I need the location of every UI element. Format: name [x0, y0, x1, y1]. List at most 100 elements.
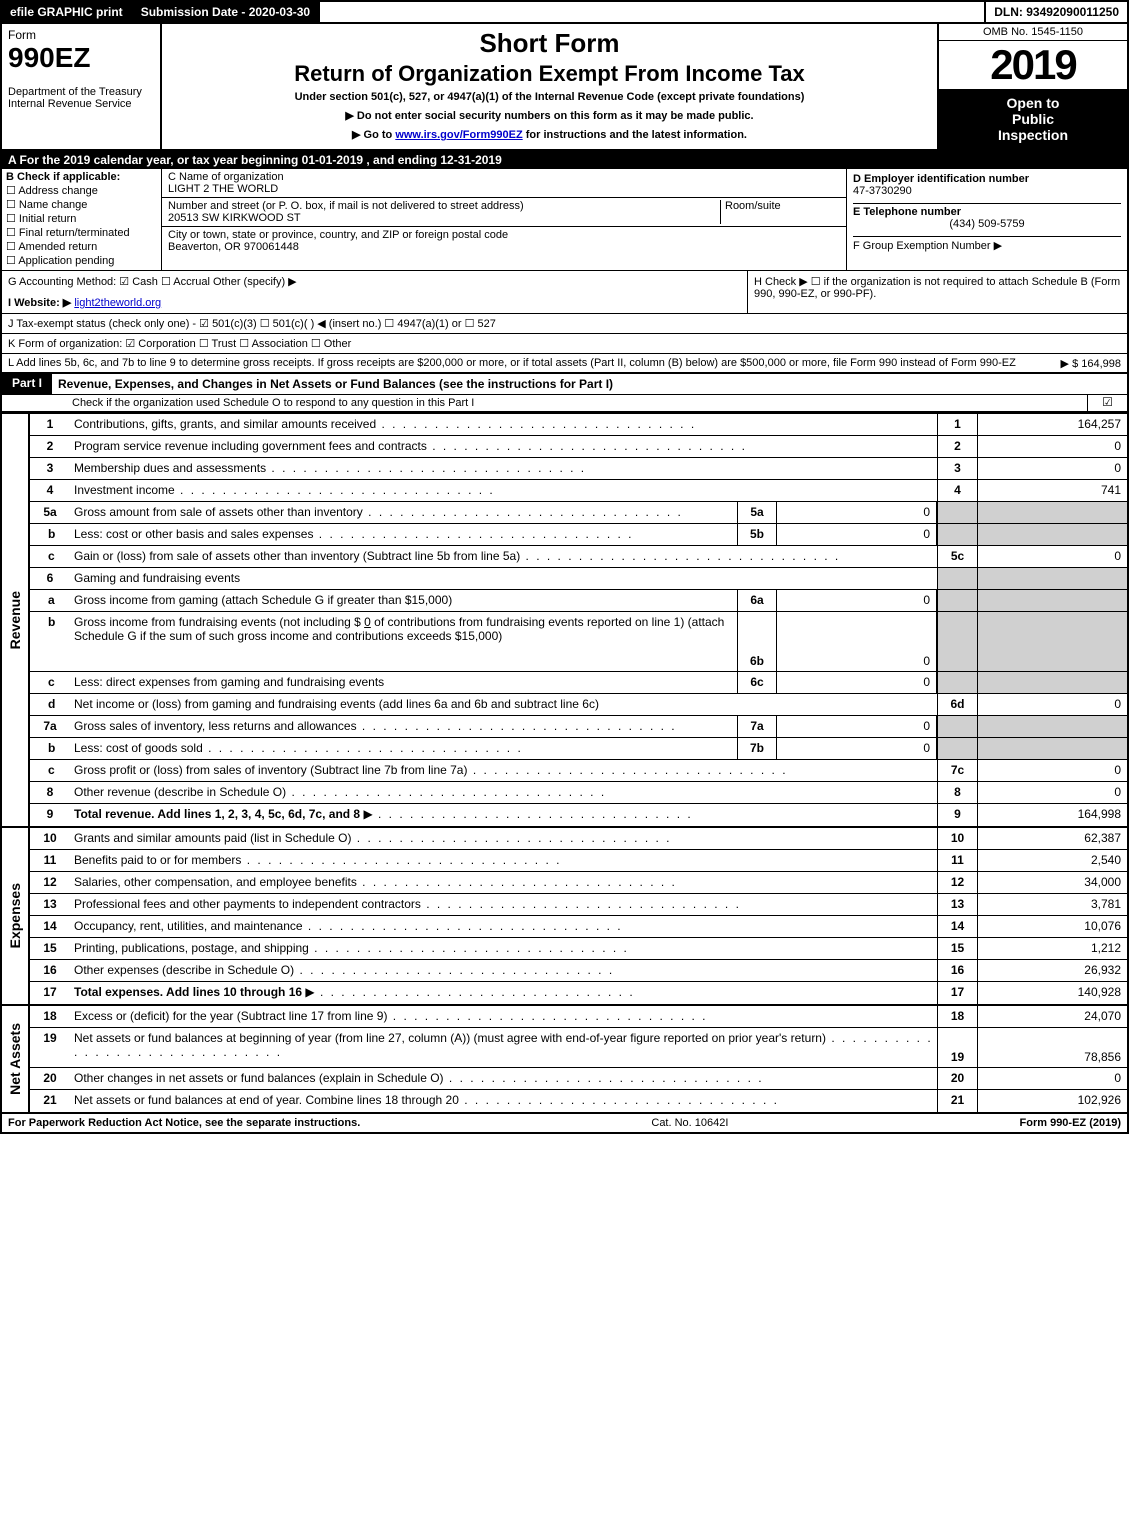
inspection-box: Open to Public Inspection — [939, 89, 1127, 149]
ln6a-rvalgrey — [977, 590, 1127, 611]
ln19-desc: Net assets or fund balances at beginning… — [70, 1028, 937, 1067]
chk-address-label: Address change — [18, 185, 98, 197]
ln5b-rvalgrey — [977, 524, 1127, 545]
revenue-side-label: Revenue — [2, 414, 30, 826]
chk-amended[interactable]: ☐ Amended return — [6, 240, 157, 253]
ln13-num: 13 — [30, 894, 70, 915]
ln4-val: 741 — [977, 480, 1127, 501]
ln5a-mv: 0 — [777, 502, 937, 523]
footer-right: Form 990-EZ (2019) — [1020, 1117, 1121, 1129]
ln1-val: 164,257 — [977, 414, 1127, 435]
chk-pending[interactable]: ☐ Application pending — [6, 254, 157, 267]
ln7a-mv: 0 — [777, 716, 937, 737]
city-label: City or town, state or province, country… — [168, 229, 840, 241]
ln16-val: 26,932 — [977, 960, 1127, 981]
ln20-rn: 20 — [937, 1068, 977, 1089]
website-link[interactable]: light2theworld.org — [74, 297, 161, 309]
chk-name-label: Name change — [19, 199, 88, 211]
ln3-val: 0 — [977, 458, 1127, 479]
ln5c-val: 0 — [977, 546, 1127, 567]
chk-final[interactable]: ☐ Final return/terminated — [6, 226, 157, 239]
room-label: Room/suite — [720, 200, 840, 224]
ln5a-rvalgrey — [977, 502, 1127, 523]
footer-mid: Cat. No. 10642I — [651, 1117, 728, 1129]
ln6a-num: a — [30, 590, 70, 611]
ln17-val: 140,928 — [977, 982, 1127, 1004]
ln7b-rvalgrey — [977, 738, 1127, 759]
netassets-side-label: Net Assets — [2, 1006, 30, 1112]
bullet-link-row: ▶ Go to www.irs.gov/Form990EZ for instru… — [168, 128, 931, 141]
ln8-val: 0 — [977, 782, 1127, 803]
ln1-rn: 1 — [937, 414, 977, 435]
ln18-rn: 18 — [937, 1006, 977, 1027]
row-l-amount: ▶ $ 164,998 — [1061, 357, 1121, 370]
row-k: K Form of organization: ☑ Corporation ☐ … — [2, 334, 1127, 354]
header-mid: Short Form Return of Organization Exempt… — [162, 24, 937, 149]
ln6a-rgrey — [937, 590, 977, 611]
ln6d-val: 0 — [977, 694, 1127, 715]
ln10-num: 10 — [30, 828, 70, 849]
c-label: C Name of organization — [168, 171, 840, 183]
netassets-label-text: Net Assets — [7, 1023, 23, 1095]
ln6-rvalgrey — [977, 568, 1127, 589]
ln7a-num: 7a — [30, 716, 70, 737]
g-accounting: G Accounting Method: ☑ Cash ☐ Accrual Ot… — [8, 275, 741, 288]
ln7a-desc: Gross sales of inventory, less returns a… — [70, 716, 737, 737]
ln1-num: 1 — [30, 414, 70, 435]
ln6b-mb: 6b — [737, 612, 777, 671]
phone-value: (434) 509-5759 — [853, 218, 1121, 230]
ln5b-num: b — [30, 524, 70, 545]
ln6c-rvalgrey — [977, 672, 1127, 693]
omb-label: OMB No. 1545-1150 — [939, 24, 1127, 41]
row-l-text: L Add lines 5b, 6c, and 7b to line 9 to … — [8, 357, 1016, 369]
ln12-val: 34,000 — [977, 872, 1127, 893]
ln11-rn: 11 — [937, 850, 977, 871]
part1-check-mark[interactable]: ☑ — [1087, 395, 1127, 411]
ln12-num: 12 — [30, 872, 70, 893]
d-label: D Employer identification number — [853, 173, 1029, 185]
tax-year: 2019 — [939, 41, 1127, 89]
ln1-desc: Contributions, gifts, grants, and simila… — [70, 414, 937, 435]
ln10-val: 62,387 — [977, 828, 1127, 849]
ln5c-rn: 5c — [937, 546, 977, 567]
ln13-val: 3,781 — [977, 894, 1127, 915]
ln17-rn: 17 — [937, 982, 977, 1004]
ln7c-val: 0 — [977, 760, 1127, 781]
ln6b-desc: Gross income from fundraising events (no… — [70, 612, 737, 671]
ln9-rn: 9 — [937, 804, 977, 826]
ln7c-desc: Gross profit or (loss) from sales of inv… — [70, 760, 937, 781]
efile-label: efile GRAPHIC print — [2, 2, 133, 22]
ln7b-mv: 0 — [777, 738, 937, 759]
chk-address[interactable]: ☐ Address change — [6, 184, 157, 197]
ln17-desc: Total expenses. Add lines 10 through 16 … — [70, 982, 937, 1004]
inspect-1: Open to — [945, 95, 1121, 111]
ln12-rn: 12 — [937, 872, 977, 893]
ln21-rn: 21 — [937, 1090, 977, 1112]
ln9-desc-text: Total revenue. Add lines 1, 2, 3, 4, 5c,… — [74, 807, 360, 821]
ln7a-mb: 7a — [737, 716, 777, 737]
box-c: C Name of organization LIGHT 2 THE WORLD… — [162, 169, 847, 270]
chk-name[interactable]: ☐ Name change — [6, 198, 157, 211]
ln3-desc: Membership dues and assessments — [70, 458, 937, 479]
ln6b-rgrey — [937, 612, 977, 671]
ln21-val: 102,926 — [977, 1090, 1127, 1112]
ln15-rn: 15 — [937, 938, 977, 959]
bullet-post: for instructions and the latest informat… — [523, 129, 747, 141]
box-b-label: B Check if applicable: — [6, 171, 120, 183]
top-bar: efile GRAPHIC print Submission Date - 20… — [2, 2, 1127, 24]
ln17-desc-text: Total expenses. Add lines 10 through 16 — [74, 985, 302, 999]
ln5b-desc: Less: cost or other basis and sales expe… — [70, 524, 737, 545]
ln5b-rgrey — [937, 524, 977, 545]
ln6-desc: Gaming and fundraising events — [70, 568, 937, 589]
irs-link[interactable]: www.irs.gov/Form990EZ — [395, 129, 522, 141]
chk-initial[interactable]: ☐ Initial return — [6, 212, 157, 225]
ln4-desc: Investment income — [70, 480, 937, 501]
row-gh: G Accounting Method: ☑ Cash ☐ Accrual Ot… — [2, 271, 1127, 314]
ln6a-mv: 0 — [777, 590, 937, 611]
ln6b-rvalgrey — [977, 612, 1127, 671]
ln11-val: 2,540 — [977, 850, 1127, 871]
ln8-rn: 8 — [937, 782, 977, 803]
expenses-label-text: Expenses — [7, 883, 23, 948]
ln7a-rvalgrey — [977, 716, 1127, 737]
ln6c-num: c — [30, 672, 70, 693]
